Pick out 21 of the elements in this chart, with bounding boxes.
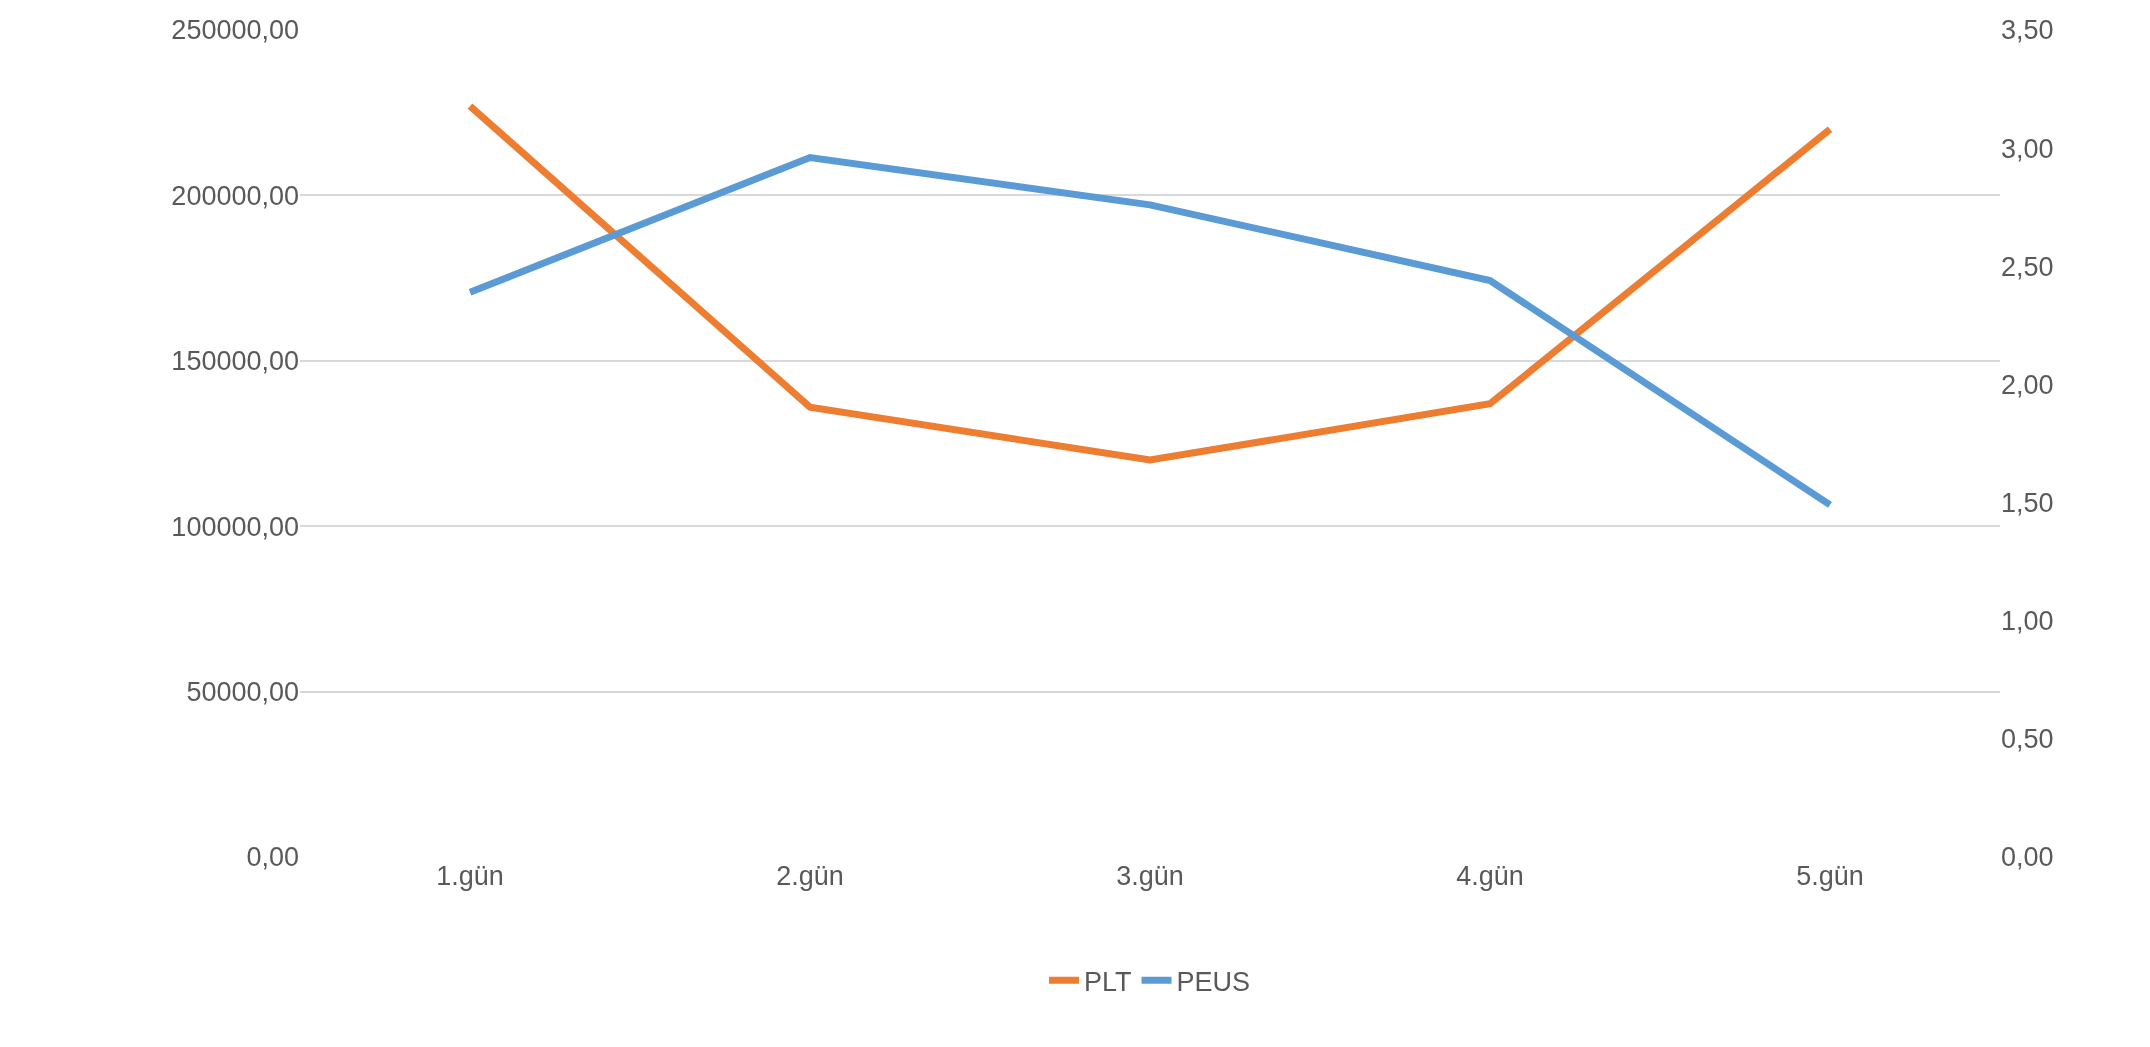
y2-tick-label: 0,50 [2001,724,2054,755]
x-tick-label: 4.gün [1456,861,1524,891]
x-tick-label: 3.gün [1116,861,1184,891]
legend-label: PLT [1084,966,1132,997]
y-tick-label: 0,00 [246,842,299,873]
legend-label: PEUS [1176,966,1251,997]
y-tick-label: 250000,00 [171,15,299,46]
y2-tick-label: 1,50 [2001,488,2054,519]
y-tick-label: 50000,00 [186,677,299,708]
y-tick-label: 150000,00 [171,346,299,377]
y2-tick-label: 3,50 [2001,15,2054,46]
y2-tick-label: 1,00 [2001,606,2054,637]
y2-tick-label: 2,00 [2001,369,2054,400]
x-tick-label: 5.gün [1796,861,1864,891]
y2-tick-label: 2,50 [2001,251,2054,282]
x-tick-label: 1.gün [436,861,504,891]
y-tick-label: 200000,00 [171,180,299,211]
y-tick-label: 100000,00 [171,511,299,542]
y2-tick-label: 3,00 [2001,133,2054,164]
y2-tick-label: 0,00 [2001,842,2054,873]
x-tick-label: 2.gün [776,861,844,891]
